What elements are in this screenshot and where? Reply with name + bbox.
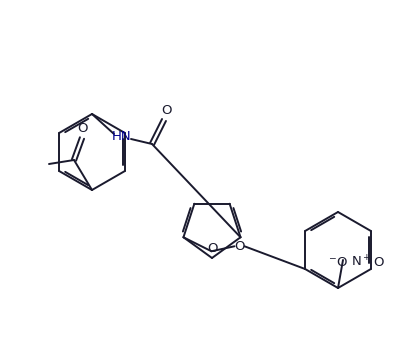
Text: O: O [207, 242, 217, 255]
Text: O: O [78, 122, 88, 136]
Text: $^{-}$O: $^{-}$O [328, 255, 348, 268]
Text: N$^+$: N$^+$ [351, 254, 371, 270]
Text: O: O [161, 104, 171, 118]
Text: O: O [374, 255, 384, 268]
Text: HN: HN [112, 129, 132, 143]
Text: O: O [234, 240, 245, 253]
